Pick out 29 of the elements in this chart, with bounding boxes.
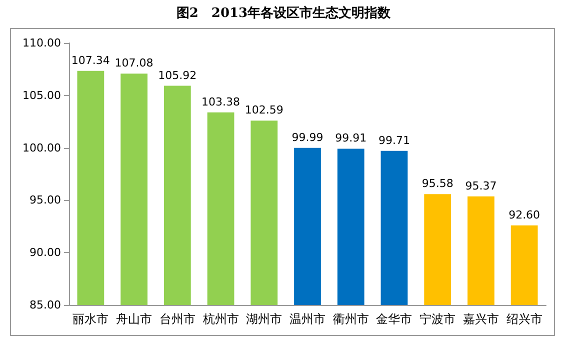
y-tick-label: 100.00: [22, 141, 61, 154]
data-label: 95.37: [465, 179, 497, 192]
y-tick-label: 90.00: [30, 246, 61, 260]
data-label: 107.34: [71, 54, 110, 67]
data-label: 92.60: [508, 208, 540, 222]
data-label: 102.59: [244, 104, 284, 117]
y-tick-label: 105.00: [22, 88, 61, 102]
x-tick-label: 舟山市: [116, 312, 152, 326]
x-tick-label: 衢州市: [332, 312, 369, 326]
data-label: 95.58: [422, 177, 454, 190]
chart-title: 图2 2013年各设区市生态文明指数: [175, 4, 392, 22]
data-label: 107.08: [114, 56, 154, 70]
x-tick-label: 台州市: [159, 312, 196, 326]
data-label: 99.91: [335, 132, 367, 145]
x-tick-label: 杭州市: [202, 312, 239, 326]
y-tick-label: 110.00: [22, 36, 61, 50]
data-label: 103.38: [202, 95, 240, 108]
x-tick-label: 湖州市: [246, 312, 282, 326]
data-label: 99.99: [292, 130, 324, 144]
y-tick-label: 95.00: [30, 194, 61, 207]
data-label: 99.71: [378, 134, 410, 147]
x-tick-label: 嘉兴市: [462, 312, 499, 326]
x-tick-label: 温州市: [290, 312, 326, 326]
x-tick-label: 丽水市: [72, 312, 109, 326]
x-tick-label: 宁波市: [420, 312, 456, 326]
x-tick-label: 金华市: [376, 312, 412, 326]
data-label: 105.92: [158, 68, 197, 82]
y-tick-label: 85.00: [30, 298, 61, 312]
x-tick-label: 绍兴市: [506, 312, 542, 326]
